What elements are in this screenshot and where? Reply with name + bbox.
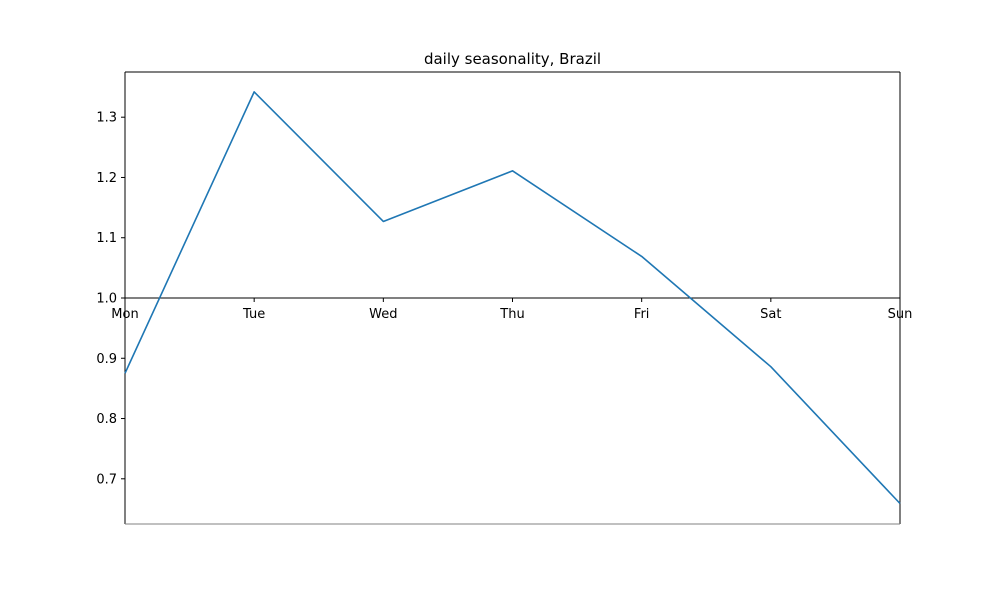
x-tick-label: Sat <box>760 307 781 322</box>
y-tick-label: 1.3 <box>96 111 117 126</box>
y-tick-label: 0.8 <box>96 412 117 427</box>
y-axis: 0.7 0.8 0.9 1.0 1.1 1.2 1.3 <box>96 111 125 487</box>
y-tick-label: 0.9 <box>96 352 117 367</box>
y-tick-label: 0.7 <box>96 472 117 487</box>
y-tick-label: 1.2 <box>96 171 117 186</box>
x-tick-label: Sun <box>888 307 913 322</box>
series-layer <box>124 91 901 505</box>
y-tick-label: 1.1 <box>96 231 117 246</box>
series-line <box>124 91 901 505</box>
x-tick-label: Tue <box>242 307 265 322</box>
x-tick-label: Fri <box>634 307 650 322</box>
x-tick-label: Mon <box>111 307 138 322</box>
x-tick-label: Thu <box>499 307 524 322</box>
x-tick-label: Wed <box>369 307 397 322</box>
chart-title: daily seasonality, Brazil <box>424 50 601 68</box>
y-tick-label: 1.0 <box>96 292 117 307</box>
x-axis: Mon Tue Wed Thu Fri Sat Sun <box>111 297 913 322</box>
